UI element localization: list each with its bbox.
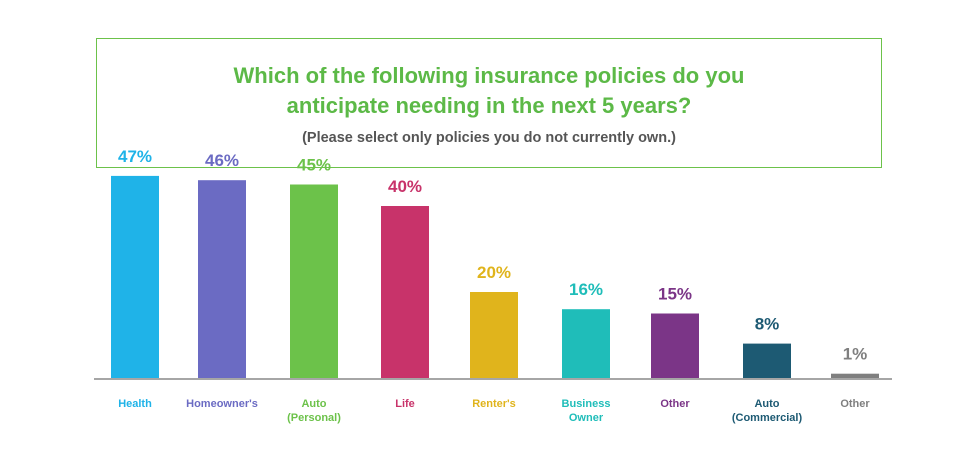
data-label-2: 45% [297,156,331,175]
bar-2 [290,184,338,378]
data-label-7: 8% [755,315,780,334]
data-label-5: 16% [569,280,603,299]
chart-title-line-1: Which of the following insurance policie… [233,63,745,88]
category-label-5-line-1: Owner [569,412,604,424]
bar-5 [562,309,610,378]
data-label-6: 15% [658,285,692,304]
category-label-3: Life [395,398,415,410]
data-label-1: 46% [205,151,239,170]
category-label-8: Other [840,398,870,410]
category-label-5: Business [562,398,611,410]
bar-6 [651,313,699,378]
category-label-6: Other [660,398,690,410]
data-label-8: 1% [843,345,868,364]
bar-8 [831,373,879,378]
bar-4 [470,292,518,378]
chart-subtitle: (Please select only policies you do not … [302,130,676,146]
category-label-4: Renter's [472,398,516,410]
title-box: Which of the following insurance policie… [96,38,882,168]
bar-3 [381,206,429,378]
category-label-2-line-1: (Personal) [287,412,341,424]
bar-1 [198,180,246,378]
category-label-1: Homeowner's [186,398,258,410]
data-label-0: 47% [118,147,152,166]
data-label-4: 20% [477,263,511,282]
category-label-0: Health [118,398,152,410]
category-label-7: Auto [754,398,779,410]
category-label-7-line-1: (Commercial) [732,412,803,424]
chart-title-line-2: anticipate needing in the next 5 years? [286,93,692,118]
bar-7 [743,343,791,378]
bar-0 [111,175,159,378]
category-label-2: Auto [301,398,326,410]
data-label-3: 40% [388,177,422,196]
